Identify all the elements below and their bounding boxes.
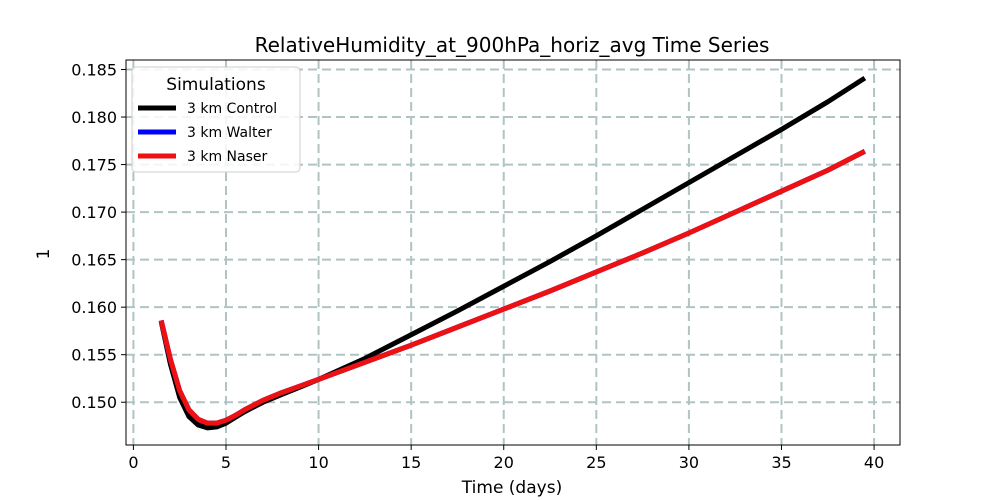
y-tick-label: 0.150 [71,393,117,412]
legend-label-3: 3 km Naser [187,149,268,165]
y-tick-label: 0.165 [71,251,117,270]
x-tick-label: 30 [679,453,699,472]
y-tick-label: 0.180 [71,108,117,127]
x-tick-label: 15 [401,453,421,472]
y-tick-label: 0.160 [71,298,117,317]
x-tick-label: 35 [771,453,791,472]
legend-box [131,66,301,173]
y-tick-label: 0.155 [71,346,117,365]
x-tick-label: 0 [128,453,138,472]
x-tick-label: 25 [586,453,606,472]
legend-title: Simulations [166,75,266,95]
x-tick-label: 5 [221,453,231,472]
y-tick-label: 0.170 [71,203,117,222]
x-tick-label: 10 [308,453,328,472]
x-tick-label: 40 [864,453,884,472]
x-axis-label: Time (days) [461,478,562,498]
plot-area-frame [125,59,901,446]
legend: Simulations 3 km Control 3 km Walter 3 km … [131,66,301,173]
series-line-3 [158,149,866,426]
y-tick-label: 0.185 [71,61,117,80]
y-tick-label: 0.175 [71,156,117,175]
y-axis-label: 1 [34,249,54,260]
series-line-2 [158,149,866,426]
legend-label-2: 3 km Walter [187,125,272,141]
y-axis: 0.150 0.155 0.160 0.165 0.170 0.175 0.180 0.185 [71,61,126,412]
x-axis: 0 5 10 15 20 25 30 35 40 [128,445,884,472]
legend-label-1: 3 km Control [187,101,277,117]
chart-title: RelativeHumidity_at_900hPa_horiz_avg Tim… [255,33,770,57]
x-tick-label: 20 [494,453,514,472]
plot-lines [158,75,867,431]
